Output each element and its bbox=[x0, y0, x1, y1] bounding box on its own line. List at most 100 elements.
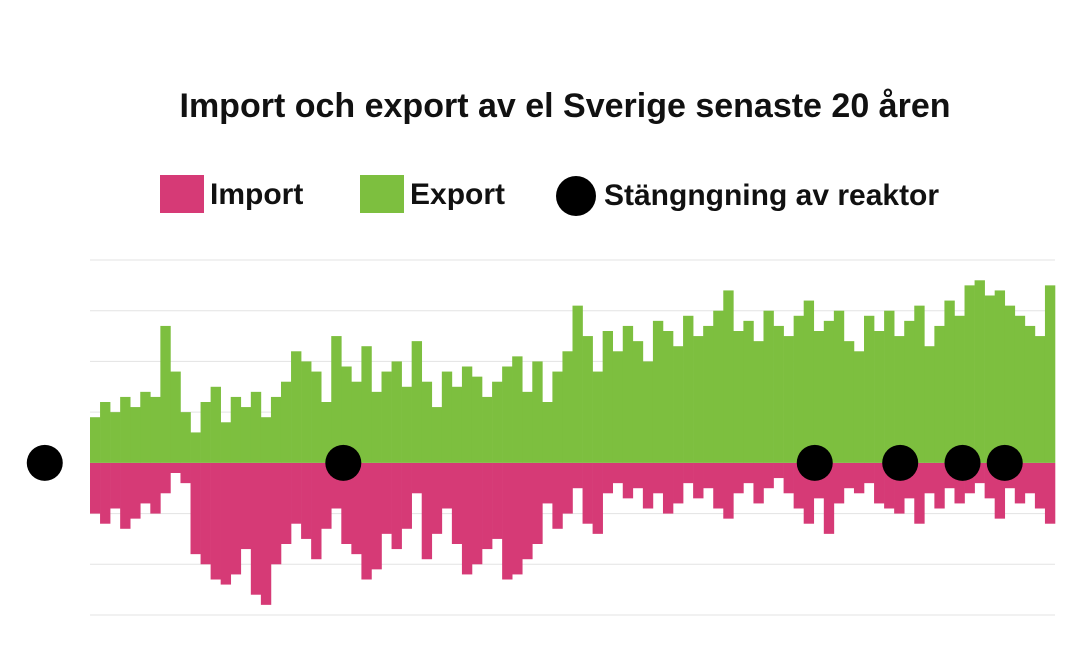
bar bbox=[934, 462, 945, 509]
bar bbox=[461, 462, 473, 575]
bar bbox=[542, 462, 553, 504]
bar bbox=[582, 462, 593, 524]
bar bbox=[803, 300, 815, 463]
bar bbox=[783, 336, 794, 463]
bar bbox=[904, 320, 915, 463]
bar bbox=[100, 402, 111, 463]
bar bbox=[482, 396, 493, 463]
bar bbox=[1044, 462, 1056, 524]
bar bbox=[984, 295, 995, 463]
bar bbox=[401, 386, 412, 463]
bar bbox=[391, 361, 402, 463]
bar bbox=[1034, 462, 1046, 509]
bar bbox=[652, 320, 664, 463]
bar bbox=[793, 315, 804, 463]
bar bbox=[974, 462, 985, 484]
bar bbox=[914, 462, 925, 524]
bar bbox=[894, 336, 905, 463]
bar bbox=[411, 341, 423, 463]
bar bbox=[562, 462, 573, 514]
bar bbox=[954, 462, 965, 504]
bar bbox=[703, 325, 714, 463]
bar bbox=[391, 462, 402, 550]
bar bbox=[150, 396, 161, 463]
bar bbox=[140, 391, 151, 463]
bar bbox=[451, 462, 463, 544]
bar bbox=[582, 336, 593, 463]
bar bbox=[612, 462, 624, 484]
bar bbox=[874, 331, 885, 463]
chart-title: Import och export av el Sverige senaste … bbox=[180, 87, 951, 125]
bar bbox=[642, 361, 654, 463]
bar bbox=[321, 402, 332, 463]
bar bbox=[301, 361, 312, 463]
bar bbox=[230, 462, 242, 575]
bar bbox=[984, 462, 995, 499]
bar bbox=[1014, 315, 1026, 463]
bar bbox=[280, 381, 292, 463]
bar bbox=[110, 412, 121, 463]
bar bbox=[934, 325, 945, 463]
bar bbox=[331, 462, 342, 509]
bar bbox=[552, 462, 563, 529]
bar bbox=[944, 462, 955, 489]
bar bbox=[421, 381, 433, 463]
bar bbox=[974, 280, 985, 463]
bar bbox=[250, 462, 262, 595]
bar bbox=[562, 351, 573, 463]
bar bbox=[833, 310, 845, 463]
bar bbox=[642, 462, 654, 509]
bar bbox=[351, 462, 362, 555]
bar bbox=[270, 462, 282, 565]
bar bbox=[260, 462, 272, 605]
bar bbox=[301, 462, 312, 539]
reactor-marker bbox=[26, 444, 63, 481]
reactor-marker bbox=[986, 444, 1023, 481]
bar bbox=[140, 462, 151, 504]
bar bbox=[451, 386, 463, 463]
bar bbox=[833, 462, 845, 504]
legend-label: Export bbox=[410, 178, 505, 211]
bar bbox=[471, 376, 483, 463]
bar bbox=[341, 462, 352, 544]
bar bbox=[1034, 336, 1046, 463]
bar bbox=[180, 412, 191, 463]
bar bbox=[341, 366, 352, 463]
bar bbox=[542, 402, 553, 463]
bar bbox=[1004, 305, 1016, 463]
bar bbox=[512, 462, 523, 575]
bar bbox=[592, 462, 603, 534]
bar bbox=[230, 396, 242, 463]
bar bbox=[884, 310, 895, 463]
bar bbox=[713, 310, 724, 463]
bar bbox=[130, 407, 141, 463]
bar bbox=[441, 462, 453, 509]
bar bbox=[371, 462, 382, 570]
bar bbox=[492, 381, 503, 463]
bar bbox=[904, 462, 915, 499]
bar bbox=[441, 371, 453, 463]
legend-swatch bbox=[556, 176, 596, 216]
bar bbox=[793, 462, 804, 509]
bar bbox=[843, 341, 855, 463]
bar bbox=[944, 300, 955, 463]
bar bbox=[311, 371, 322, 463]
bar bbox=[1024, 462, 1036, 494]
bar bbox=[270, 396, 282, 463]
bar bbox=[522, 391, 533, 463]
reactor-marker bbox=[882, 444, 919, 481]
bar bbox=[743, 320, 754, 463]
bar bbox=[632, 462, 644, 489]
bar bbox=[884, 462, 895, 509]
bar bbox=[190, 462, 201, 555]
bar bbox=[90, 417, 101, 463]
bar bbox=[351, 381, 362, 463]
bar bbox=[693, 336, 704, 463]
bar bbox=[592, 371, 603, 463]
bar bbox=[431, 407, 443, 463]
bar bbox=[994, 290, 1006, 463]
bar bbox=[150, 462, 161, 514]
bar bbox=[492, 462, 503, 539]
bar bbox=[190, 432, 201, 463]
bar bbox=[612, 351, 624, 463]
